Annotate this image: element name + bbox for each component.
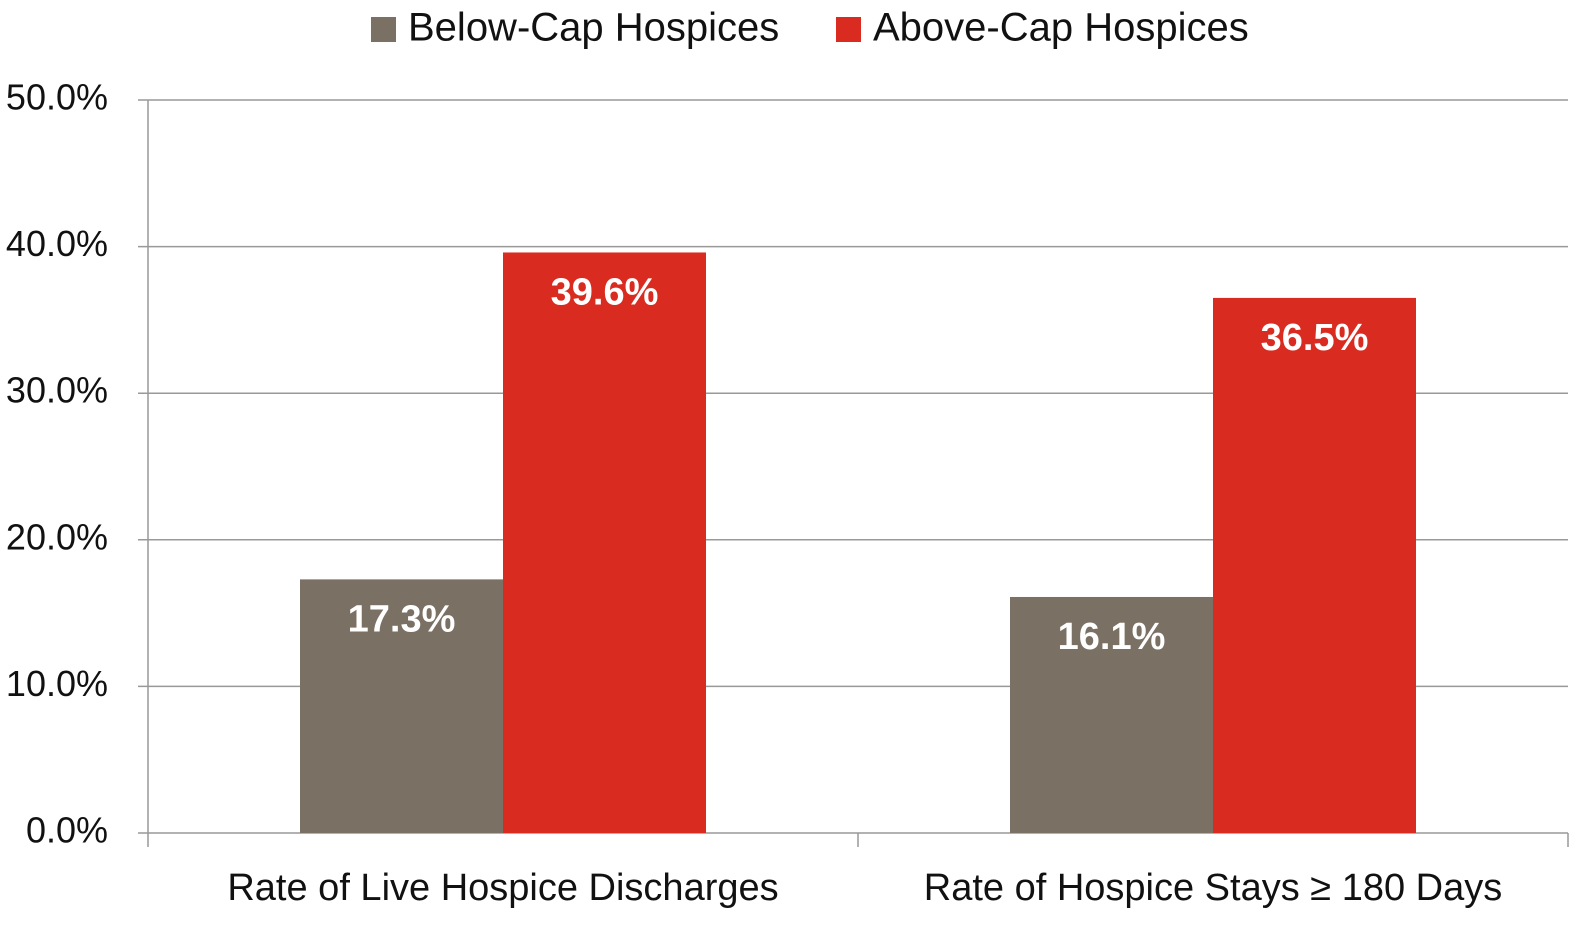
y-tick-label: 10.0% (6, 663, 108, 704)
data-label: 17.3% (348, 598, 456, 640)
data-label: 39.6% (551, 271, 659, 313)
legend-label: Above-Cap Hospices (873, 6, 1249, 50)
bar (300, 579, 503, 833)
legend-swatch (371, 17, 396, 42)
y-tick-label: 20.0% (6, 516, 108, 557)
x-tick-label: Rate of Hospice Stays ≥ 180 Days (924, 867, 1502, 909)
legend-swatch (836, 17, 861, 42)
legend-label: Below-Cap Hospices (408, 6, 779, 50)
data-label: 16.1% (1058, 616, 1166, 658)
x-tick-label: Rate of Live Hospice Discharges (227, 867, 778, 909)
bar (1010, 596, 1213, 833)
y-tick-label: 30.0% (6, 370, 108, 411)
bar (503, 252, 706, 834)
y-tick-label: 0.0% (26, 810, 108, 851)
y-tick-label: 50.0% (6, 77, 108, 118)
y-tick-label: 40.0% (6, 223, 108, 264)
bar (1213, 297, 1416, 833)
data-label: 36.5% (1261, 317, 1369, 359)
